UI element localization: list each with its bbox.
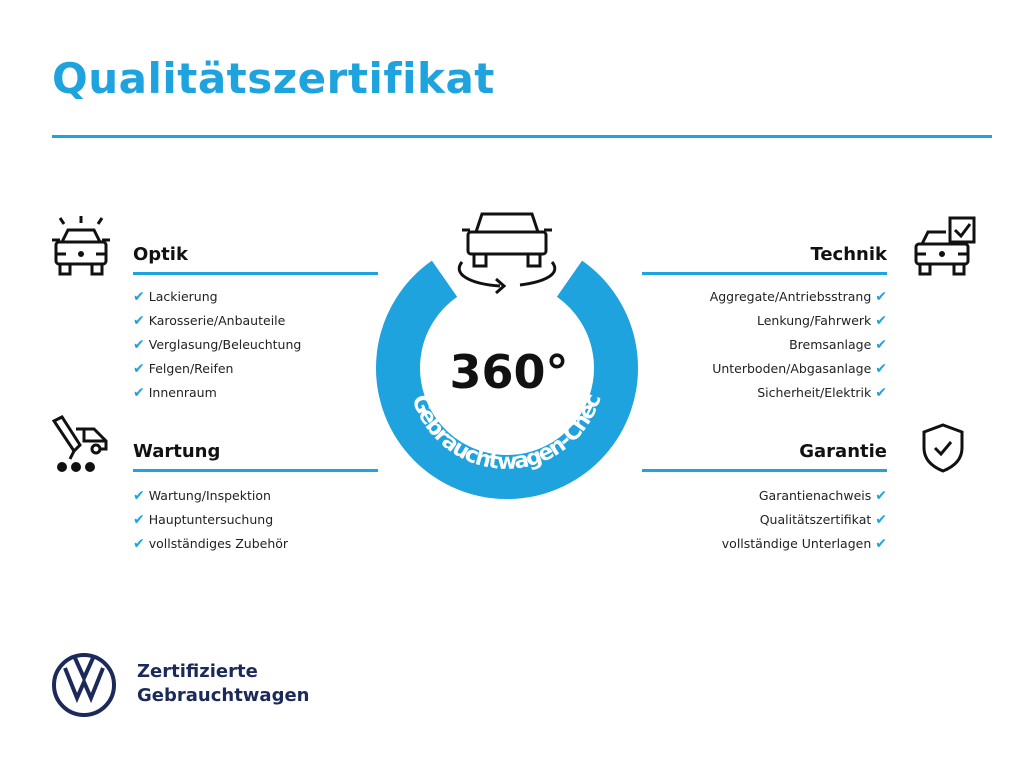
section-garantie: Garantie Garantienachweis ✔ Qualitätszert… (642, 439, 887, 556)
list-item: Unterboden/Abgasanlage ✔ (712, 361, 887, 377)
check-icon: ✔ (133, 361, 145, 377)
footer-line1: Zertifizierte (137, 661, 258, 682)
check-icon: ✔ (875, 313, 887, 329)
section-divider (642, 272, 887, 275)
list-item: ✔ vollständiges Zubehör (133, 536, 289, 552)
section-wartung: Wartung ✔ Wartung/Inspektion ✔ Hauptunters… (133, 439, 378, 556)
check-icon: ✔ (133, 488, 145, 504)
check-icon: ✔ (133, 536, 145, 552)
section-divider (642, 469, 887, 472)
check-icon: ✔ (133, 313, 145, 329)
car-checkbox-icon (914, 216, 976, 276)
list-item: Bremsanlage ✔ (789, 337, 887, 353)
check-icon: ✔ (875, 488, 887, 504)
check-icon: ✔ (875, 289, 887, 305)
list-item: ✔ Karosserie/Anbauteile (133, 313, 286, 329)
badge-ring (376, 260, 638, 499)
check-icon: ✔ (133, 337, 145, 353)
footer-line2: Gebrauchtwagen (137, 685, 310, 706)
check-icon: ✔ (875, 512, 887, 528)
footer-brand-text: Zertifizierte Gebrauchtwagen (137, 660, 309, 708)
shield-check-icon (922, 423, 964, 473)
list-item: ✔ Wartung/Inspektion (133, 488, 271, 504)
list-item: ✔ Verglasung/Beleuchtung (133, 337, 302, 353)
check-icon: ✔ (875, 385, 887, 401)
service-van-icon (51, 415, 108, 472)
section-title: Garantie (799, 441, 887, 462)
check-icon: ✔ (133, 289, 145, 305)
list-item: Sicherheit/Elektrik ✔ (757, 385, 887, 401)
check-icon: ✔ (133, 385, 145, 401)
list-item: ✔ Hauptuntersuchung (133, 512, 274, 528)
list-item: Garantienachweis ✔ (758, 488, 887, 504)
section-optik: Optik ✔ Lackierung ✔ Karosserie/Anbauteile… (133, 242, 378, 405)
car-lights-icon (52, 216, 110, 276)
section-title: Technik (810, 244, 887, 265)
car-rotate-icon (457, 212, 557, 295)
check-icon: ✔ (875, 536, 887, 552)
section-title: Optik (133, 244, 188, 265)
section-divider (133, 272, 378, 275)
list-item: ✔ Innenraum (133, 385, 217, 401)
list-item: ✔ Lackierung (133, 289, 218, 305)
list-item: Aggregate/Antriebsstrang ✔ (709, 289, 887, 305)
check-icon: ✔ (875, 337, 887, 353)
check-icon: ✔ (133, 512, 145, 528)
list-item: ✔ Felgen/Reifen (133, 361, 234, 377)
check-icon: ✔ (875, 361, 887, 377)
list-item: Lenkung/Fahrwerk ✔ (757, 313, 887, 329)
section-divider (133, 469, 378, 472)
badge-value: 360° (449, 345, 568, 399)
section-title: Wartung (133, 441, 221, 462)
vw-logo (52, 653, 116, 717)
list-item: vollständige Unterlagen ✔ (721, 536, 887, 552)
title-divider (52, 135, 992, 138)
list-item: Qualitätszertifikat ✔ (759, 512, 887, 528)
page-title: Qualitätszertifikat (52, 54, 495, 103)
badge-ring-text: Gebrauchtwagen-Check (0, 0, 607, 475)
section-technik: Technik Aggregate/Antriebsstrang ✔ Lenkun… (642, 242, 887, 405)
